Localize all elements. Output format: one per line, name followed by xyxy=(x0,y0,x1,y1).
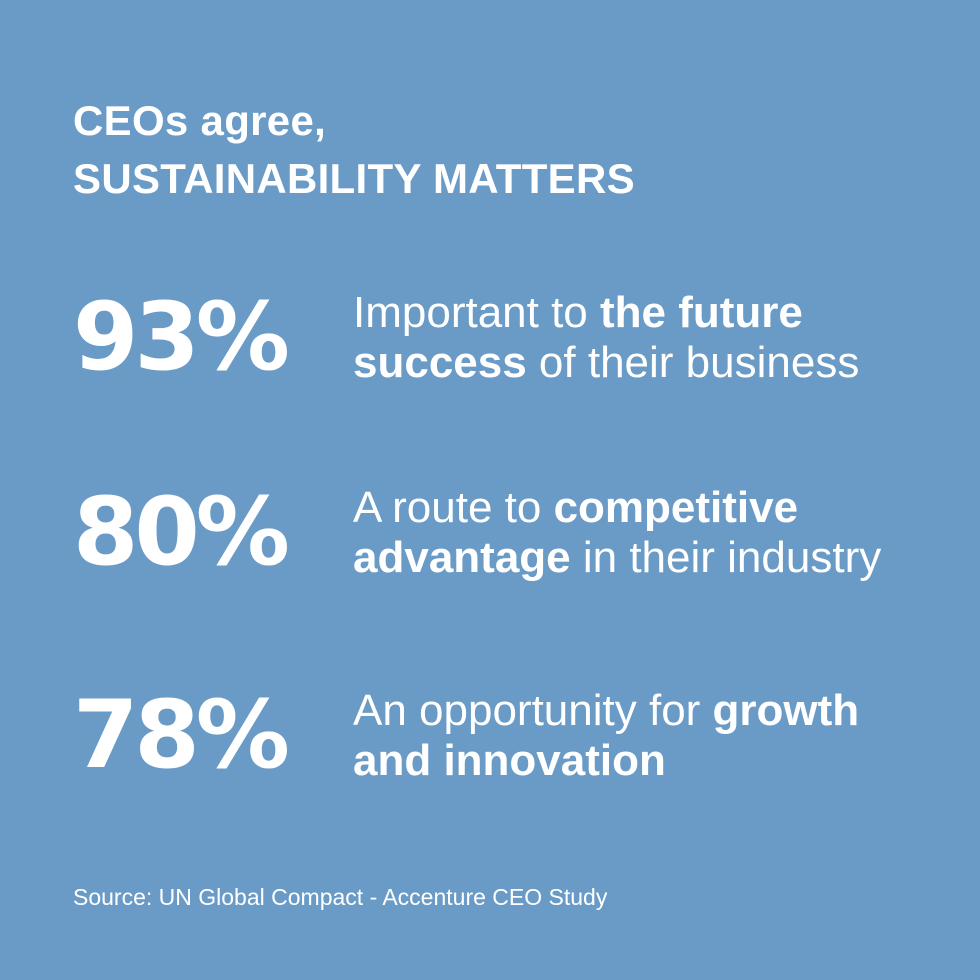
desc-text: of their business xyxy=(526,338,860,387)
stat-percent: 78% xyxy=(73,681,290,790)
stat-description: Important to the future success of their… xyxy=(353,288,859,388)
desc-emphasis: competitive xyxy=(553,483,799,532)
desc-text: A route to xyxy=(353,483,554,532)
stat-description: An opportunity for growth and innovation xyxy=(353,686,859,786)
desc-emphasis: and innovation xyxy=(353,736,666,785)
stat-description: A route to competitive advantage in thei… xyxy=(353,483,881,583)
source-caption: Source: UN Global Compact - Accenture CE… xyxy=(73,884,608,910)
stat-row-78: 78% An opportunity for growth and innova… xyxy=(73,681,953,791)
stat-row-80: 80% A route to competitive advantage in … xyxy=(73,478,953,588)
desc-text: An opportunity for xyxy=(353,686,713,735)
title-line-2: SUSTAINABILITY MATTERS xyxy=(73,155,635,202)
stat-percent: 93% xyxy=(73,283,290,392)
title-line-1: CEOs agree, xyxy=(73,97,327,144)
desc-emphasis: growth xyxy=(712,686,860,735)
desc-emphasis: success xyxy=(353,338,527,387)
stat-row-93: 93% Important to the future success of t… xyxy=(73,283,953,393)
desc-text: in their industry xyxy=(570,533,882,582)
desc-emphasis: advantage xyxy=(353,533,571,582)
desc-text: Important to xyxy=(353,288,601,337)
desc-emphasis: the future xyxy=(600,288,803,337)
stat-percent: 80% xyxy=(73,478,290,587)
page-title: CEOs agree, SUSTAINABILITY MATTERS xyxy=(73,92,635,208)
